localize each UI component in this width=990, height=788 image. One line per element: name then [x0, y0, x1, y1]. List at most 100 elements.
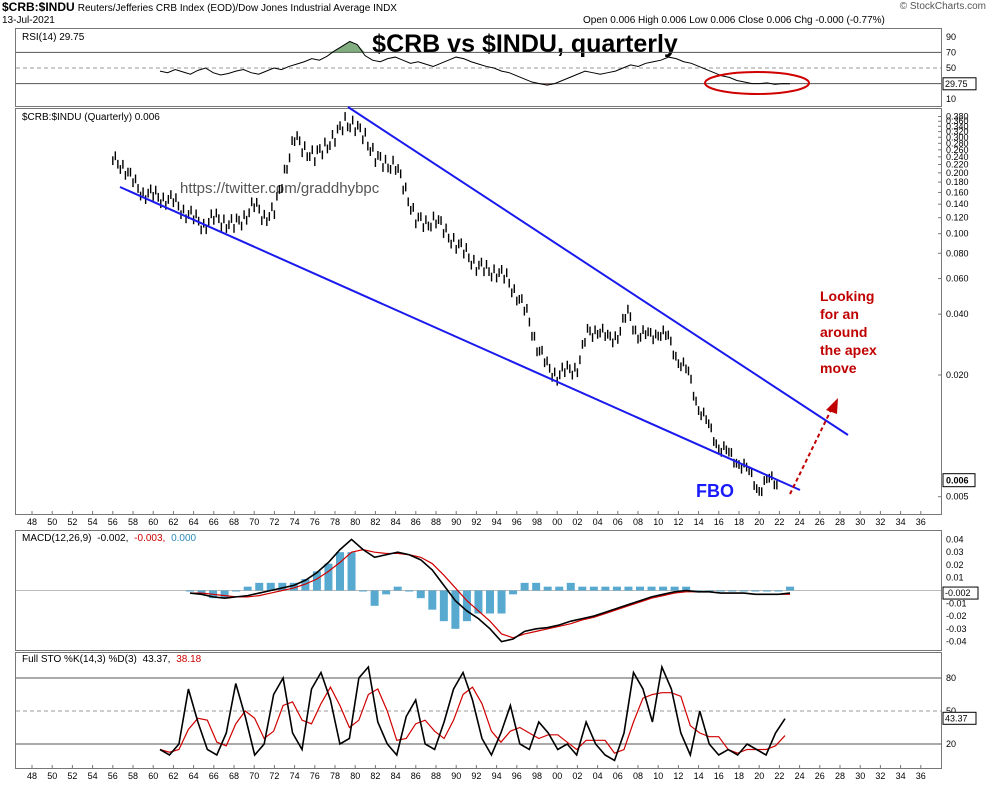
- x-tick-label: 90: [451, 771, 461, 781]
- x-tick-label: 02: [572, 771, 582, 781]
- x-tick-label: 30: [855, 517, 865, 527]
- x-tick-label: 52: [67, 517, 77, 527]
- macd-tick-label: 0.04: [946, 534, 964, 544]
- macd-value: -0.002,: [97, 533, 128, 544]
- price-tick-label: 0.140: [946, 199, 969, 209]
- price-tick-label: 0.360: [946, 116, 969, 126]
- x-tick-label: 04: [593, 771, 603, 781]
- sto-name: Full STO %K(14,3) %D(3): [22, 654, 137, 665]
- x-tick-label: 62: [168, 517, 178, 527]
- price-tick-label: 0.280: [946, 138, 969, 148]
- x-tick-label: 98: [532, 517, 542, 527]
- x-tick-label: 84: [391, 771, 401, 781]
- rsi-plot: 907050301029.75: [16, 32, 977, 104]
- rsi-last-value-box: [942, 77, 977, 91]
- rsi-tick-label: 70: [946, 47, 956, 57]
- apex-note-line: around: [820, 324, 867, 340]
- macd-histogram-bar: [728, 590, 737, 592]
- x-tick-label: 64: [189, 517, 199, 527]
- rsi-line: [159, 40, 791, 86]
- x-tick-label: 06: [613, 771, 623, 781]
- macd-tick-label: 0.03: [946, 547, 964, 557]
- x-tick-label: 58: [128, 517, 138, 527]
- sto-tick-label: 20: [946, 739, 956, 749]
- macd-histogram-bar: [232, 590, 241, 592]
- x-tick-label: 94: [492, 517, 502, 527]
- price-tick-label: 0.340: [946, 121, 969, 131]
- x-tick-label: 72: [269, 517, 279, 527]
- macd-tick-label: 0.01: [946, 573, 964, 583]
- macd-histogram-bar: [543, 586, 552, 591]
- sto-plot: 80 50 20 43.37: [16, 664, 977, 762]
- macd-hist-value: 0.000: [171, 533, 196, 544]
- macd-tick-label: -0.01: [946, 598, 967, 608]
- price-tick-label: 0.100: [946, 229, 969, 239]
- macd-histogram-bar: [670, 586, 679, 591]
- apex-note-line: move: [820, 360, 857, 376]
- macd-histogram-bar: [393, 586, 402, 591]
- x-tick-label: 52: [67, 771, 77, 781]
- macd-histogram-bar: [509, 590, 518, 595]
- macd-histogram-bar: [439, 590, 448, 622]
- panel-frames: [15, 28, 942, 769]
- rsi-tick-label: 90: [946, 32, 956, 42]
- x-tick-label: 54: [88, 771, 98, 781]
- macd-histogram-bar: [289, 582, 298, 591]
- x-tick-label: 36: [916, 517, 926, 527]
- x-tick-label: 48: [27, 771, 37, 781]
- price-tick-label: 0.260: [946, 145, 969, 155]
- x-tick-label: 86: [411, 517, 421, 527]
- sto-k-value: 43.37,: [143, 654, 171, 665]
- macd-histogram-bar: [578, 586, 587, 591]
- macd-panel-frame: [15, 530, 942, 651]
- macd-histogram-bar: [762, 590, 771, 592]
- macd-histogram-bar: [786, 586, 794, 591]
- x-tick-label: 90: [451, 517, 461, 527]
- x-tick-label: 74: [290, 771, 300, 781]
- macd-histogram-bar: [186, 590, 194, 592]
- macd-histogram-bar: [428, 590, 437, 610]
- price-tick-label: 0.320: [946, 127, 969, 137]
- x-tick-label: 08: [633, 771, 643, 781]
- sto-last-value-box: [942, 711, 977, 725]
- macd-histogram-bar: [266, 582, 275, 591]
- macd-tick-label: -0.02: [946, 611, 967, 621]
- macd-last-value-box: [942, 586, 979, 600]
- macd-histogram-bar: [255, 582, 264, 591]
- x-tick-label: 24: [795, 771, 805, 781]
- macd-tick-label: -0.03: [946, 624, 967, 634]
- x-tick-label: 34: [896, 771, 906, 781]
- rsi-last-value: 29.75: [945, 79, 968, 89]
- x-tick-label: 20: [754, 517, 764, 527]
- macd-histogram-bar: [359, 590, 368, 592]
- x-tick-label: 68: [229, 771, 239, 781]
- x-tick-label: 28: [835, 771, 845, 781]
- rsi-panel-frame: [15, 28, 942, 107]
- x-tick-label: 66: [209, 771, 219, 781]
- sto-last-value: 43.37: [945, 713, 968, 723]
- x-tick-label: 54: [88, 517, 98, 527]
- macd-histogram-bar: [751, 590, 760, 592]
- macd-signal-value: -0.003,: [134, 533, 165, 544]
- x-tick-label: 14: [694, 517, 704, 527]
- price-tick-label: 0.080: [946, 248, 969, 258]
- symbol-description: Reuters/Jefferies CRB Index (EOD)/Dow Jo…: [77, 3, 397, 14]
- x-tick-label: 92: [471, 517, 481, 527]
- x-tick-label: 80: [350, 517, 360, 527]
- price-label: $CRB:$INDU (Quarterly) 0.006: [22, 112, 160, 123]
- macd-signal-line: [190, 548, 790, 639]
- x-tick-label: 18: [734, 517, 744, 527]
- macd-histogram-bar: [566, 582, 575, 591]
- rsi-label: RSI(14) 29.75: [22, 32, 85, 43]
- price-last-value: 0.006: [946, 476, 969, 486]
- x-tick-label: 34: [896, 517, 906, 527]
- x-tick-label: 32: [875, 771, 885, 781]
- price-panel-frame: [15, 108, 942, 515]
- macd-histogram-bar: [682, 586, 691, 591]
- lower-trendline: [119, 186, 801, 491]
- macd-label: MACD(12,26,9) -0.002, -0.003, 0.000: [22, 533, 197, 544]
- chart-date: 13-Jul-2021: [2, 15, 55, 26]
- x-tick-label: 10: [653, 517, 663, 527]
- macd-histogram-bar: [382, 590, 391, 595]
- upper-trendline: [347, 106, 849, 436]
